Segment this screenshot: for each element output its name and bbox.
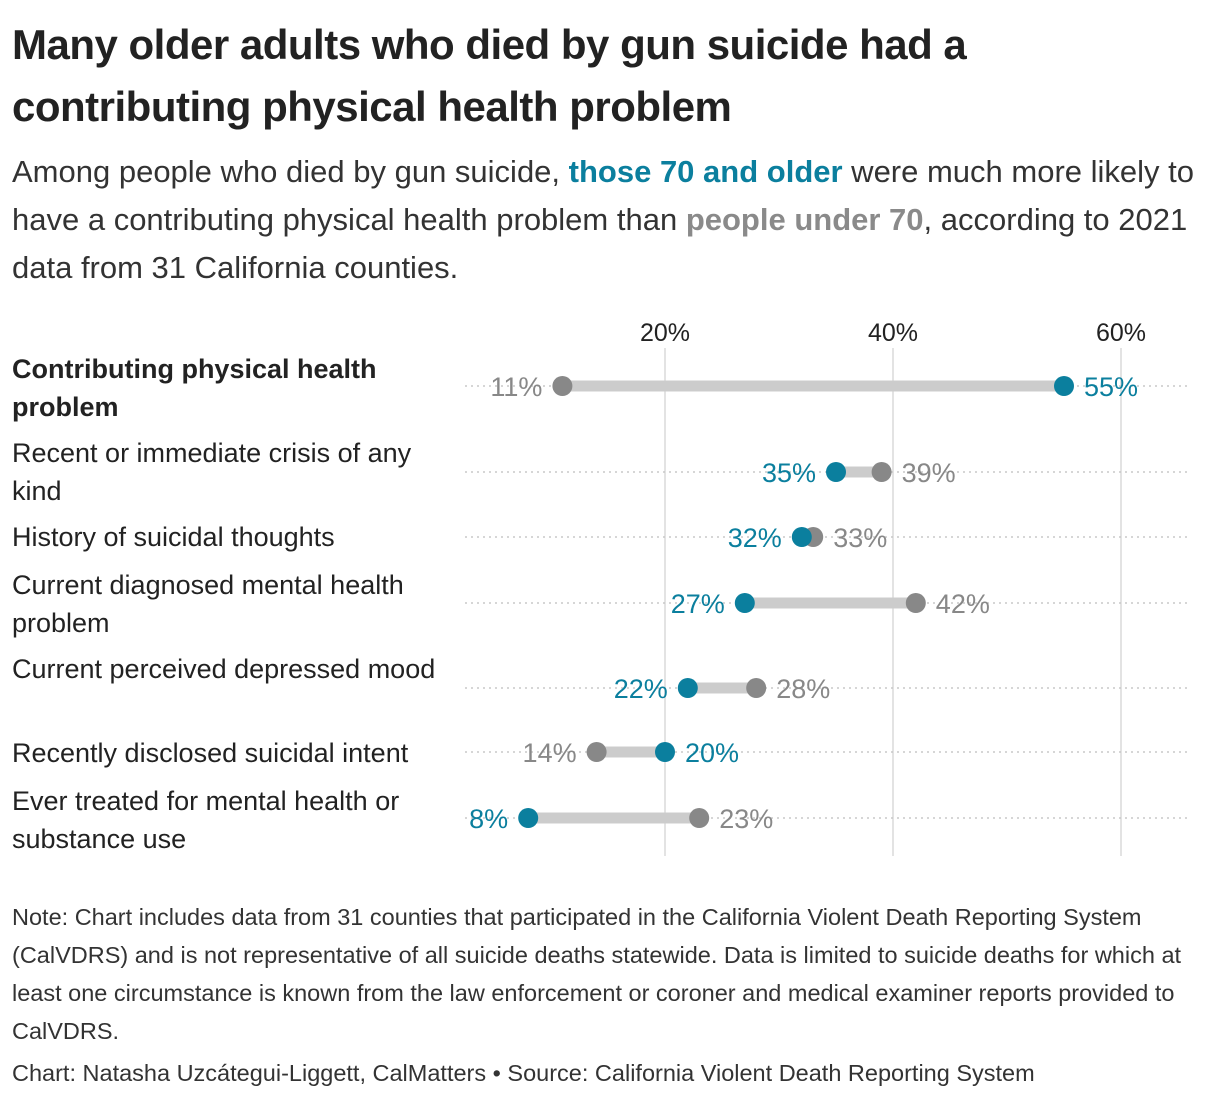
category-label: Current diagnosed mental health problem	[12, 570, 404, 638]
value-label-70-plus: 35%	[762, 458, 816, 488]
category-label: Ever treated for mental health or substa…	[12, 786, 400, 854]
value-label-70-plus: 27%	[671, 589, 725, 619]
value-label-70-plus: 55%	[1084, 372, 1138, 402]
dot-under-70	[552, 376, 573, 396]
dot-70-plus	[655, 742, 675, 762]
category-label: Current perceived depressed mood	[12, 654, 436, 684]
x-tick-label: 40%	[868, 319, 918, 347]
dot-under-70	[871, 462, 892, 482]
value-label-under-70: 39%	[902, 458, 956, 488]
value-label-under-70: 28%	[776, 674, 830, 704]
legend-under-70: people under 70	[685, 202, 924, 237]
chart-note: Note: Chart includes data from 31 counti…	[12, 904, 1182, 1044]
value-label-70-plus: 8%	[469, 804, 508, 834]
value-label-under-70: 33%	[833, 523, 887, 553]
subtitle-text: , according to 2021 data from 31 Califor…	[12, 202, 1188, 285]
value-label-under-70: 11%	[490, 372, 542, 402]
subtitle-text: Among people who died by gun suicide,	[12, 154, 569, 189]
value-label-70-plus: 20%	[685, 738, 739, 768]
dot-under-70	[689, 808, 710, 828]
dot-70-plus	[826, 462, 846, 482]
category-label: Recently disclosed suicidal intent	[12, 738, 409, 768]
value-label-under-70: 23%	[719, 804, 773, 834]
chart-credit: Chart: Natasha Uzcátegui-Liggett, CalMat…	[12, 1060, 1035, 1086]
dot-70-plus	[518, 808, 539, 828]
dumbbell-chart: 20% 40% 60% 11% 55% 39% 35% 33% 32% 42% 27% 28% 22% 1…	[465, 319, 1190, 856]
category-label: History of suicidal thoughts	[12, 522, 335, 552]
x-tick-label: 20%	[640, 319, 690, 347]
dot-70-plus	[1054, 376, 1074, 396]
category-label: Recent or immediate crisis of any kind	[12, 438, 412, 506]
dot-70-plus	[791, 527, 812, 547]
dot-70-plus	[677, 678, 698, 698]
value-label-under-70: 42%	[936, 589, 990, 619]
dot-under-70	[586, 742, 607, 762]
value-label-70-plus: 22%	[614, 674, 668, 704]
category-label: Contributing physical health problem	[12, 354, 377, 422]
chart-subtitle: Among people who died by gun suicide, th…	[12, 148, 1202, 292]
legend-70-plus: those 70 and older	[568, 154, 843, 189]
dot-under-70	[905, 593, 926, 613]
x-tick-label: 60%	[1096, 319, 1146, 347]
subtitle-text: were much more likely to have a contribu…	[12, 154, 1195, 237]
value-label-70-plus: 32%	[728, 523, 782, 553]
value-label-under-70: 14%	[523, 738, 577, 768]
dot-70-plus	[734, 593, 755, 613]
chart-title: Many older adults who died by gun suicid…	[12, 21, 967, 130]
dot-under-70	[746, 678, 767, 698]
